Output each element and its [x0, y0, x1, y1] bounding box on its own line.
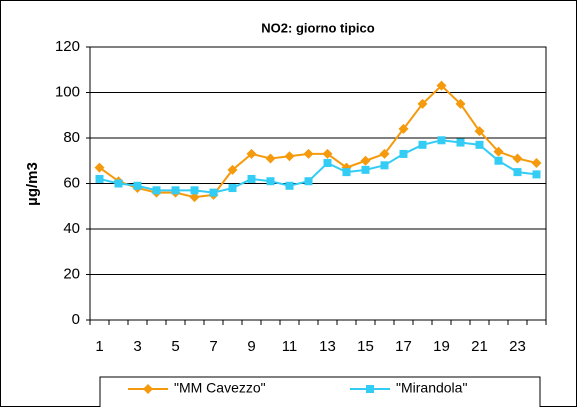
- point: [133, 181, 142, 190]
- point: [303, 148, 314, 159]
- point: [398, 123, 409, 134]
- point: [380, 161, 389, 170]
- point: [418, 140, 427, 149]
- point: [171, 186, 180, 195]
- x-tick-label: 15: [357, 338, 374, 355]
- point: [399, 149, 408, 158]
- x-tick-label: 19: [433, 338, 450, 355]
- point: [494, 156, 503, 165]
- point: [531, 158, 542, 169]
- point: [417, 98, 428, 109]
- point: [455, 98, 466, 109]
- x-tick-label: 13: [319, 338, 336, 355]
- point: [246, 148, 257, 159]
- point: [285, 181, 294, 190]
- point: [361, 165, 370, 174]
- point: [456, 138, 465, 147]
- y-tick-label: 60: [63, 174, 80, 191]
- point: [190, 186, 199, 195]
- point: [493, 146, 504, 157]
- point: [436, 80, 447, 91]
- x-tick-label: 5: [171, 338, 179, 355]
- y-axis-label: µg/m3: [24, 162, 41, 206]
- y-tick-label: 120: [55, 38, 80, 55]
- x-tick-label: 7: [209, 338, 217, 355]
- point: [360, 155, 371, 166]
- point: [284, 151, 295, 162]
- point: [228, 184, 237, 193]
- point: [513, 168, 522, 177]
- point: [114, 179, 123, 188]
- point: [342, 168, 351, 177]
- point: [304, 177, 313, 186]
- point: [512, 153, 523, 164]
- chart-title: NO2: giorno tipico: [261, 20, 374, 35]
- y-tick-label: 80: [63, 129, 80, 146]
- x-tick-label: 1: [95, 338, 103, 355]
- point: [209, 188, 218, 197]
- y-tick-label: 100: [55, 83, 80, 100]
- point: [474, 126, 485, 137]
- x-tick-label: 9: [247, 338, 255, 355]
- point: [227, 164, 238, 175]
- y-tick-label: 20: [63, 265, 80, 282]
- point: [437, 136, 446, 145]
- point: [189, 192, 200, 203]
- legend: "MM Cavezzo" "Mirandola": [99, 376, 541, 407]
- x-tick-label: 21: [471, 338, 488, 355]
- x-tick-label: 23: [509, 338, 526, 355]
- x-tick-label: 17: [395, 338, 412, 355]
- point: [532, 170, 541, 179]
- point: [366, 385, 374, 393]
- x-tick-label: 11: [282, 338, 298, 355]
- legend-box: [99, 376, 541, 407]
- point: [475, 140, 484, 149]
- point: [379, 148, 390, 159]
- x-tick-label: 3: [133, 338, 141, 355]
- point: [322, 148, 333, 159]
- point: [266, 177, 275, 186]
- legend-label: "Mirandola": [396, 380, 467, 396]
- point: [95, 174, 104, 183]
- y-tick-label: 0: [72, 311, 80, 328]
- point: [323, 159, 332, 168]
- point: [143, 384, 153, 394]
- legend-label: "MM Cavezzo": [174, 380, 266, 396]
- point: [247, 174, 256, 183]
- point: [265, 153, 276, 164]
- y-tick-label: 40: [63, 220, 80, 237]
- point: [94, 162, 105, 173]
- point: [152, 186, 161, 195]
